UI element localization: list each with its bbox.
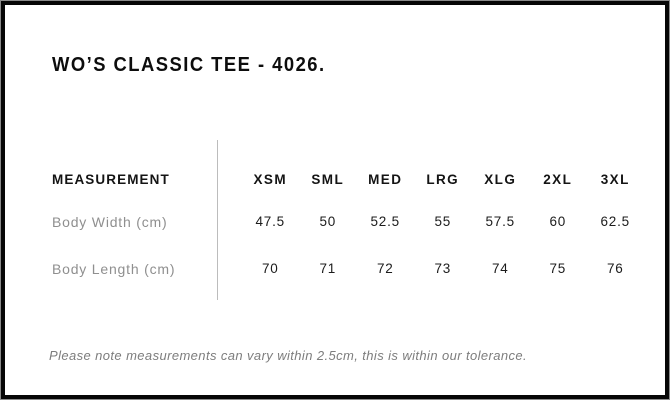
body-width-2xl-value: 60 — [549, 214, 567, 229]
body-length-2xl-value: 75 — [549, 261, 567, 276]
body-length-xsm-value: 70 — [261, 261, 279, 276]
column-header-3xl: 3XL — [600, 172, 630, 187]
table-row-body-width: Body Width (cm) 47.5 50 52.5 55 57.5 60 … — [52, 214, 644, 230]
table-row-body-length: Body Length (cm) 70 71 72 73 74 75 76 — [52, 261, 644, 277]
body-length-lrg-value: 73 — [434, 261, 452, 276]
body-width-3xl-value: 62.5 — [600, 214, 630, 229]
table-divider-line — [217, 140, 218, 300]
body-length-3xl-value: 76 — [606, 261, 624, 276]
body-width-lrg-value: 55 — [434, 214, 452, 229]
tolerance-note: Please note measurements can vary within… — [49, 348, 528, 363]
body-width-xsm-value: 47.5 — [255, 214, 285, 229]
body-length-sml-value: 71 — [319, 261, 337, 276]
body-width-sml-value: 50 — [319, 214, 337, 229]
body-width-med-value: 52.5 — [370, 214, 400, 229]
column-header-med: MED — [368, 172, 403, 187]
column-header-measurement: MEASUREMENT — [52, 172, 170, 187]
column-header-2xl: 2XL — [543, 172, 573, 187]
body-length-xlg-value: 74 — [491, 261, 509, 276]
product-title: WO’S CLASSIC TEE - 4026. — [52, 54, 326, 76]
column-header-xlg: XLG — [484, 172, 517, 187]
column-header-sml: SML — [311, 172, 345, 187]
column-header-lrg: LRG — [426, 172, 460, 187]
row-label-body-length: Body Length (cm) — [52, 261, 176, 277]
body-width-xlg-value: 57.5 — [485, 214, 515, 229]
row-label-body-width: Body Width (cm) — [52, 214, 168, 230]
column-header-xsm: XSM — [253, 172, 287, 187]
body-length-med-value: 72 — [376, 261, 394, 276]
table-header-row: MEASUREMENT XSM SML MED LRG XLG 2XL 3XL — [52, 172, 644, 188]
